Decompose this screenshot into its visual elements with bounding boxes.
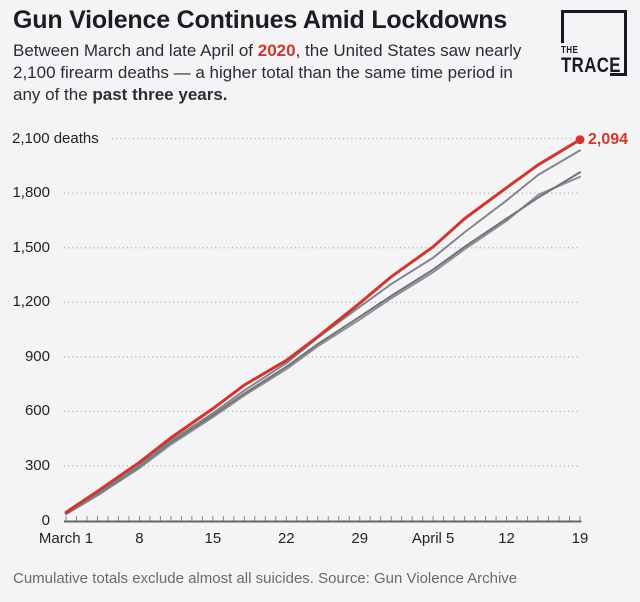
series-line-2020 (64, 138, 582, 514)
subtitle-segment: 2020 (257, 41, 296, 60)
logo-border-top (561, 10, 627, 13)
y-axis-label: 1,200 (12, 293, 50, 311)
source-note: Cumulative totals exclude almost all sui… (13, 570, 518, 587)
y-axis-label: 300 (24, 456, 50, 474)
logo-border-left (561, 10, 564, 43)
x-axis-label: 22 (277, 530, 295, 547)
y-axis-label: 2,100 deaths (12, 129, 99, 147)
series-line-2017 (65, 175, 581, 516)
chart-subtitle: Between March and late April of 2020, th… (13, 40, 541, 106)
endpoint-dot (575, 135, 585, 145)
x-axis-label: April 5 (411, 530, 455, 547)
x-axis-label: 29 (351, 530, 369, 547)
x-axis-label: 19 (571, 530, 589, 547)
logo-wordmark: THE TRACE (561, 45, 621, 77)
x-axis-label: 15 (204, 530, 222, 547)
series-line-2018 (65, 171, 581, 515)
x-axis-label: 8 (135, 530, 144, 547)
endpoint-value-label: 2,094 (588, 131, 629, 148)
subtitle-segment: past three years. (92, 85, 228, 104)
chart-title: Gun Violence Continues Amid Lockdowns (13, 6, 508, 34)
subtitle-segment: Between March and late April of (13, 41, 258, 60)
logo-border-right (624, 10, 627, 76)
x-axis-label: 12 (498, 530, 515, 547)
subtitle-segment: , the United States saw nearly 2,100 fir… (13, 41, 522, 104)
logo-border-bottom (610, 73, 627, 76)
logo-word-the: THE (561, 45, 579, 56)
y-axis-label: 600 (24, 402, 50, 420)
the-trace-logo: THE TRACE (561, 10, 627, 76)
y-axis-label: 1,500 (12, 238, 50, 256)
y-axis-label: 1,800 (12, 184, 50, 202)
y-axis-label: 0 (41, 511, 50, 529)
x-axis-label: March 1 (38, 530, 94, 547)
y-axis-label: 900 (24, 347, 50, 365)
logo-word-trace: TRACE (561, 54, 621, 77)
